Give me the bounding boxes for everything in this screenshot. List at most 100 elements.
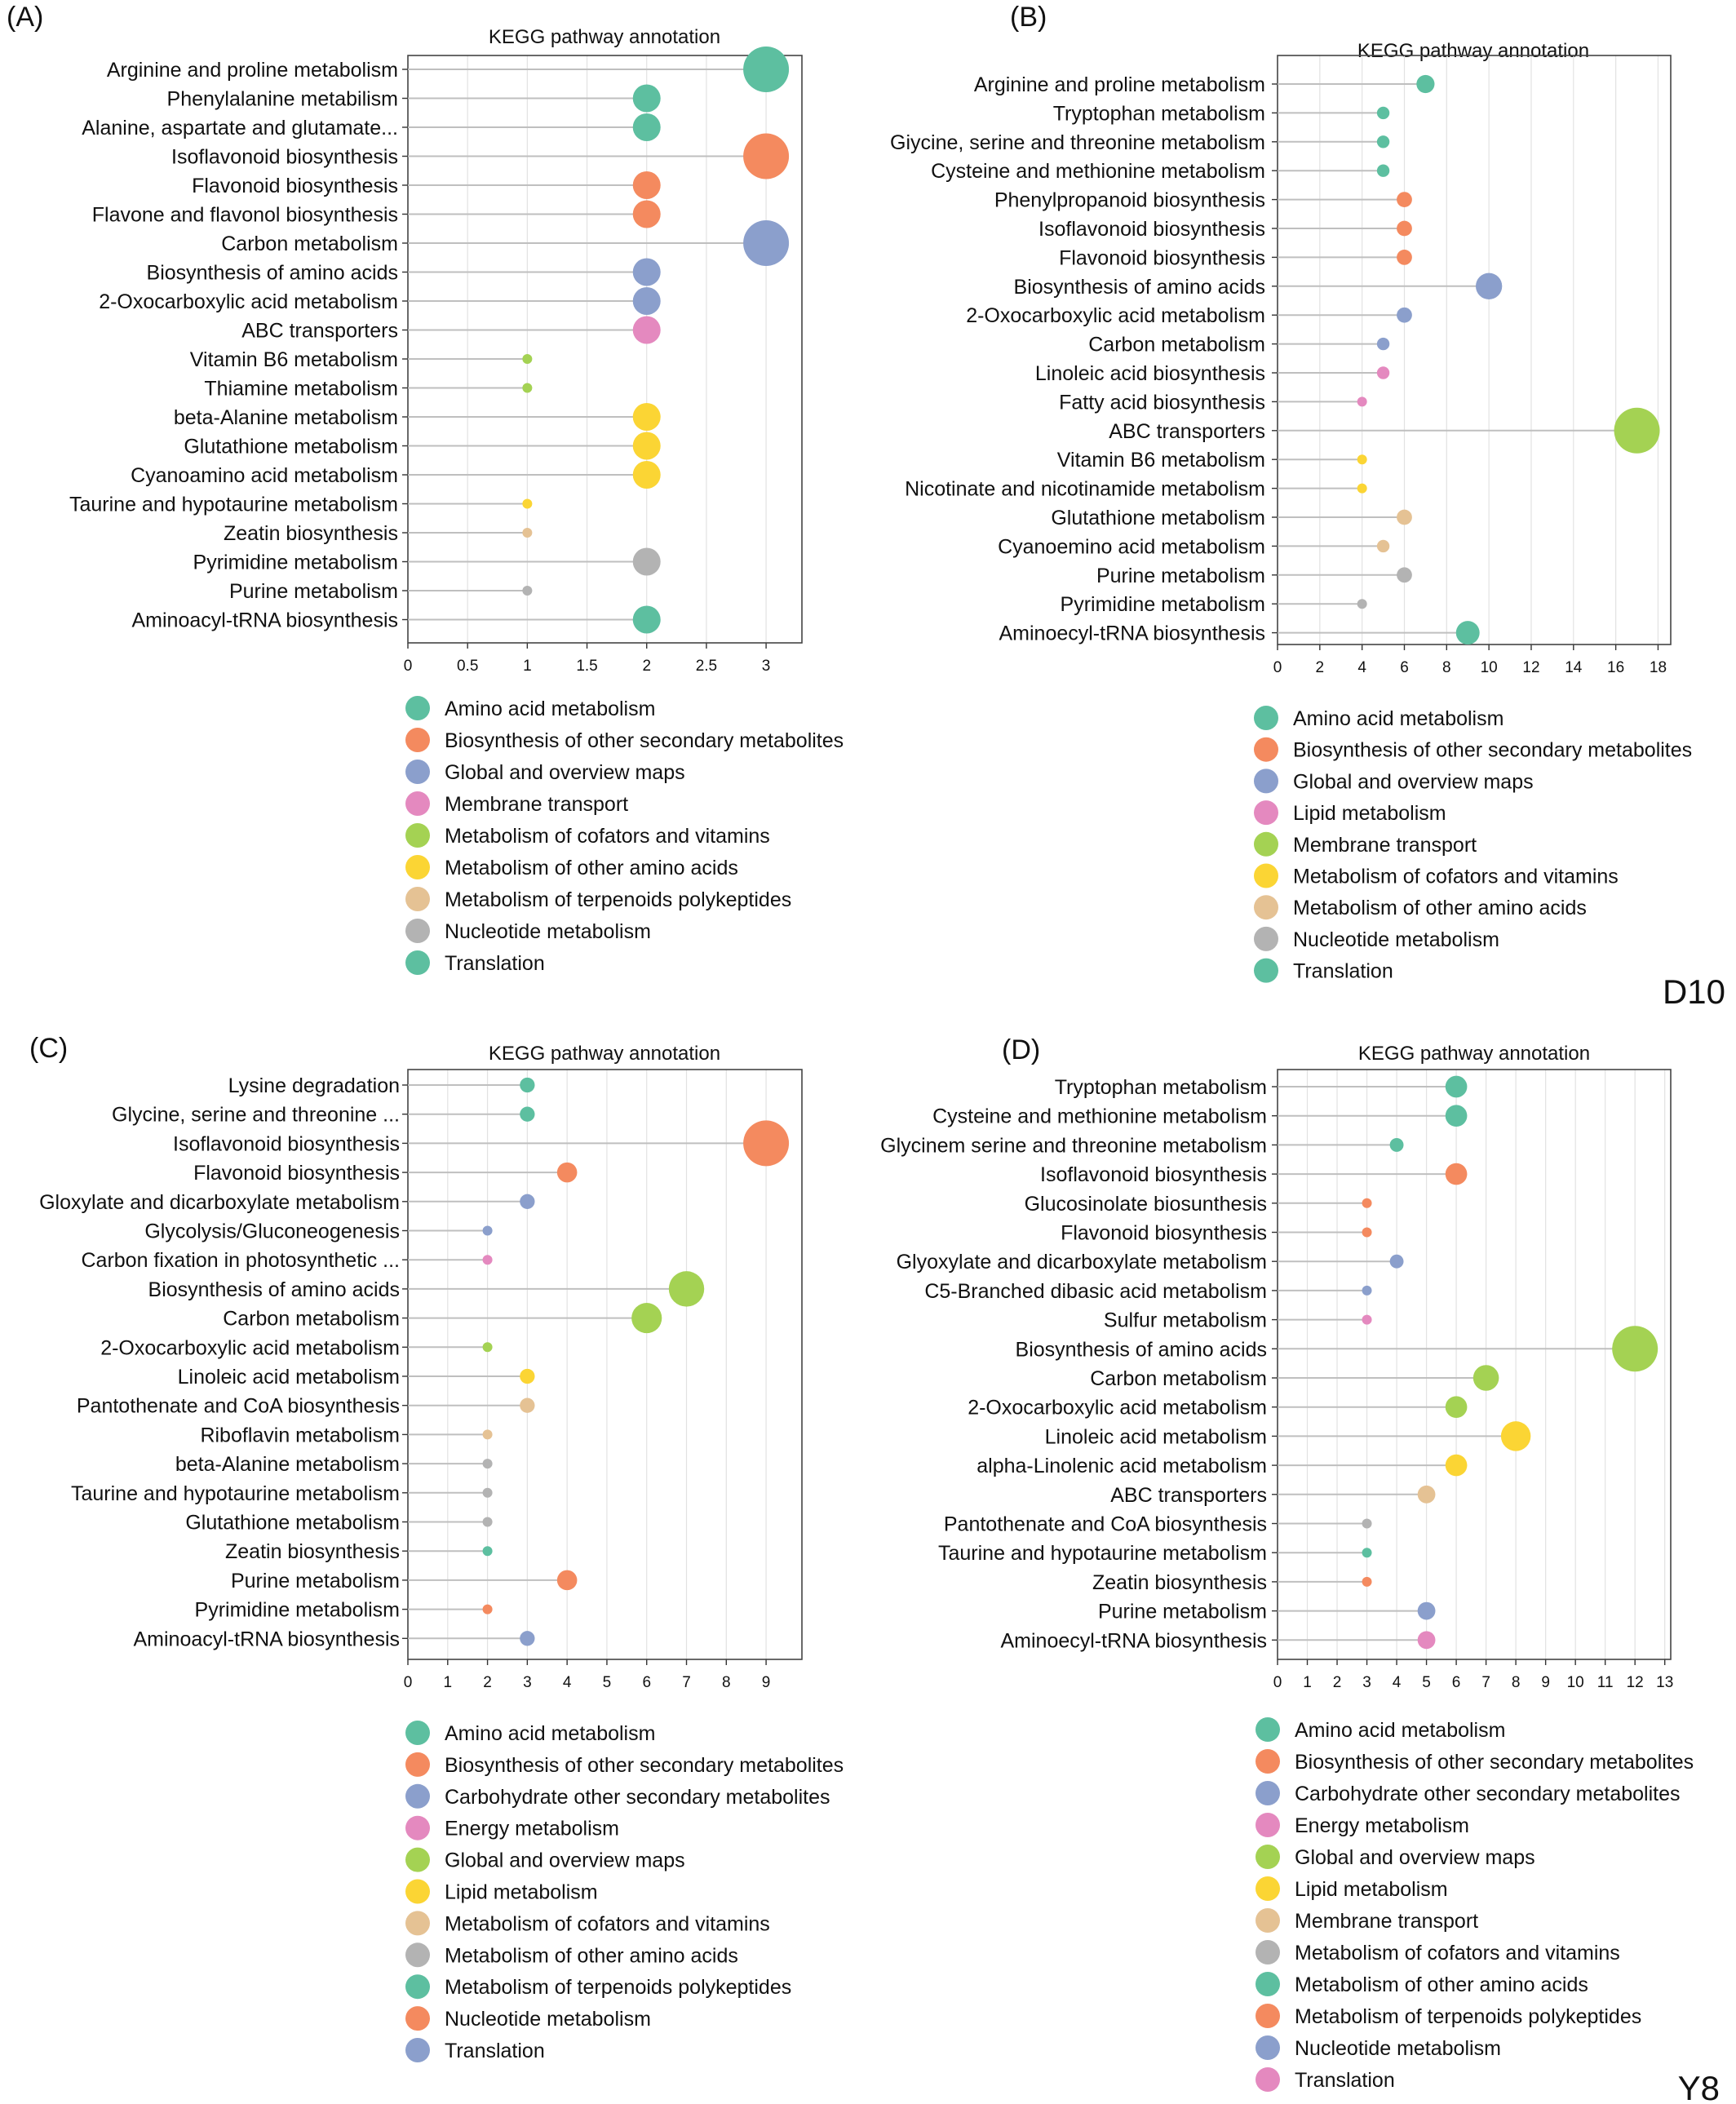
legend-marker (405, 1847, 430, 1872)
chart-title-b: KEGG pathway annotation (1357, 40, 1589, 62)
legend-label: Energy metabolism (445, 1818, 619, 1840)
point-linoleic-acid-metabolism (1500, 1421, 1531, 1451)
panel-label-d: (D) (1002, 1034, 1040, 1065)
point-nicotinate-and-nicotinamide-metabolism (1357, 483, 1367, 494)
y-label: Giycine, serine and threonine metabolism (890, 131, 1265, 154)
point-zeatin-biosynthesis (522, 528, 533, 538)
legend-label: Metabolism of terpenoids polykeptides (445, 1976, 791, 1999)
x-tick-label: 2 (483, 1674, 492, 1691)
legend-label: Biosynthesis of other secondary metaboli… (445, 729, 844, 752)
legend-marker (405, 823, 430, 848)
x-tick-label: 14 (1565, 659, 1583, 676)
x-tick-label: 8 (1442, 659, 1451, 676)
panel-b: (B) KEGG pathway annotation 0 2 4 6 8 10 12 14 16 1… (890, 2, 1692, 983)
x-tick-label: 18 (1650, 659, 1667, 676)
point-phenylalanine-metabilism (632, 84, 661, 113)
y-label: 2-Oxocarboxylic acid metabolism (966, 304, 1265, 327)
point-vitamin-b6-metabolism (1357, 454, 1367, 465)
legend-label: Nucleotide metabolism (1295, 2037, 1501, 2060)
point-tryptophan-metabolism (1445, 1075, 1468, 1098)
point-alpha-linolenic-acid-metabolism (1445, 1454, 1468, 1477)
point-carbon-metabolism (1472, 1365, 1499, 1391)
y-label: Glutathione metabolism (1051, 507, 1265, 529)
y-label: Carbon metabolism (1088, 334, 1265, 357)
legend-marker (405, 1752, 430, 1777)
y-label: Phenylpropanoid biosynthesis (994, 189, 1265, 212)
legend-marker (1254, 831, 1278, 857)
plot-frame-a (407, 55, 803, 644)
legend-marker (1256, 1813, 1280, 1837)
legend-label: Metabolism of cofators and vitamins (445, 825, 770, 848)
point-glutathione-metabolism (482, 1517, 493, 1527)
point-isoflavonoid-biosynthesis (743, 1120, 790, 1167)
y-label: Alanine, aspartate and glutamate... (82, 117, 398, 140)
point-purine-metabolism (1397, 567, 1412, 583)
y-label: Linoleic acid biosynthesis (1035, 362, 1265, 385)
x-tick-label: 11 (1597, 1674, 1614, 1691)
point-aminoecyl-trna-biosynthesis (1455, 621, 1480, 645)
point-c5-branched-dibasic-acid-metabolism (1362, 1285, 1372, 1296)
legend-marker (405, 791, 430, 816)
y-label: Glutathione metabolism (185, 1512, 400, 1535)
legend-label: Membrane transport (1295, 1910, 1478, 1933)
y-label: Tryptophan metabolism (1053, 102, 1265, 125)
legend-marker (405, 1721, 430, 1745)
y-label: Biosynthesis of amino acids (1016, 1338, 1267, 1361)
legend-label: Metabolism of cofators and vitamins (1295, 1942, 1620, 1964)
y-label: Glycine, serine and threonine ... (112, 1104, 400, 1127)
y-label: 2-Oxocarboxylic acid metabolism (968, 1397, 1267, 1420)
y-label: Glutathione metabolism (184, 436, 398, 458)
y-label: Taurine and hypotaurine metabolism (938, 1542, 1267, 1565)
point-abc-transporters (1614, 407, 1660, 454)
y-label: Cyanoamino acid metabolism (131, 464, 398, 487)
y-label: Pantothenate and CoA biosynthesis (944, 1513, 1267, 1536)
y-label: Pantothenate and CoA biosynthesis (77, 1395, 400, 1418)
legend-label: Nucleotide metabolism (445, 920, 651, 943)
y-label: ABC transporters (1110, 1484, 1267, 1507)
legend-marker (1256, 1845, 1280, 1869)
legend-label: Amino acid metabolism (445, 1722, 655, 1745)
x-tick-label: 3 (523, 1674, 532, 1691)
legend-marker (1256, 1908, 1280, 1933)
point-flavonoid-biosynthesis (1362, 1227, 1372, 1238)
legend-label: Nucleotide metabolism (445, 2008, 651, 2031)
legend-marker (1256, 1876, 1280, 1901)
legend-label: Lipid metabolism (1293, 802, 1446, 825)
legend-marker (1254, 706, 1278, 730)
y-label: 2-Oxocarboxylic acid metabolism (99, 290, 398, 313)
legend-label: Metabolism of cofators and vitamins (1293, 866, 1619, 888)
legend-label: Metabolism of other amino acids (445, 1944, 738, 1967)
legend-marker (405, 1783, 430, 1809)
point-carbon-metabolism (743, 220, 790, 266)
point-purine-metabolism (556, 1570, 578, 1591)
x-tick-label: 2 (642, 658, 651, 675)
point-riboflavin-metabolism (482, 1429, 493, 1440)
y-label: Pyrimidine metabolism (1061, 593, 1265, 616)
y-label: Biosynthesis of amino acids (147, 262, 398, 285)
point-aminoecyl-trna-biosynthesis (1417, 1631, 1436, 1650)
y-label: Arginine and proline metabolism (107, 59, 398, 82)
x-tick-label: 8 (1512, 1674, 1521, 1691)
y-label: Glyoxylate and dicarboxylate metabolism (897, 1251, 1267, 1273)
y-label: Taurine and hypotaurine metabolism (71, 1482, 400, 1505)
point-pantothenate-and-coa-biosynthesis (1362, 1518, 1372, 1529)
legend-label: Energy metabolism (1295, 1814, 1469, 1837)
point-flavonoid-biosynthesis (556, 1162, 578, 1183)
y-label: Pyrimidine metabolism (193, 551, 398, 574)
point-fatty-acid-biosynthesis (1357, 396, 1367, 407)
point-biosynthesis-of-amino-acids (1475, 272, 1503, 299)
x-tick-label: 3 (762, 658, 771, 675)
x-tick-label: 5 (1422, 1674, 1431, 1691)
point-aminoacyl-trna-biosynthesis (632, 605, 661, 634)
x-tick-label: 6 (642, 1674, 651, 1691)
point-purine-metabolism (1417, 1601, 1436, 1620)
point-cyanoemino-acid-metabolism (1376, 539, 1390, 553)
y-label: Linoleic acid metabolism (1045, 1425, 1267, 1448)
legend-marker (405, 855, 430, 879)
x-tick-label: 1 (523, 658, 532, 675)
y-label: Pyrimidine metabolism (195, 1599, 400, 1622)
point-biosynthesis-of-amino-acids (668, 1271, 705, 1307)
legend-marker (405, 2006, 430, 2031)
point-isoflavonoid-biosynthesis (743, 133, 790, 179)
